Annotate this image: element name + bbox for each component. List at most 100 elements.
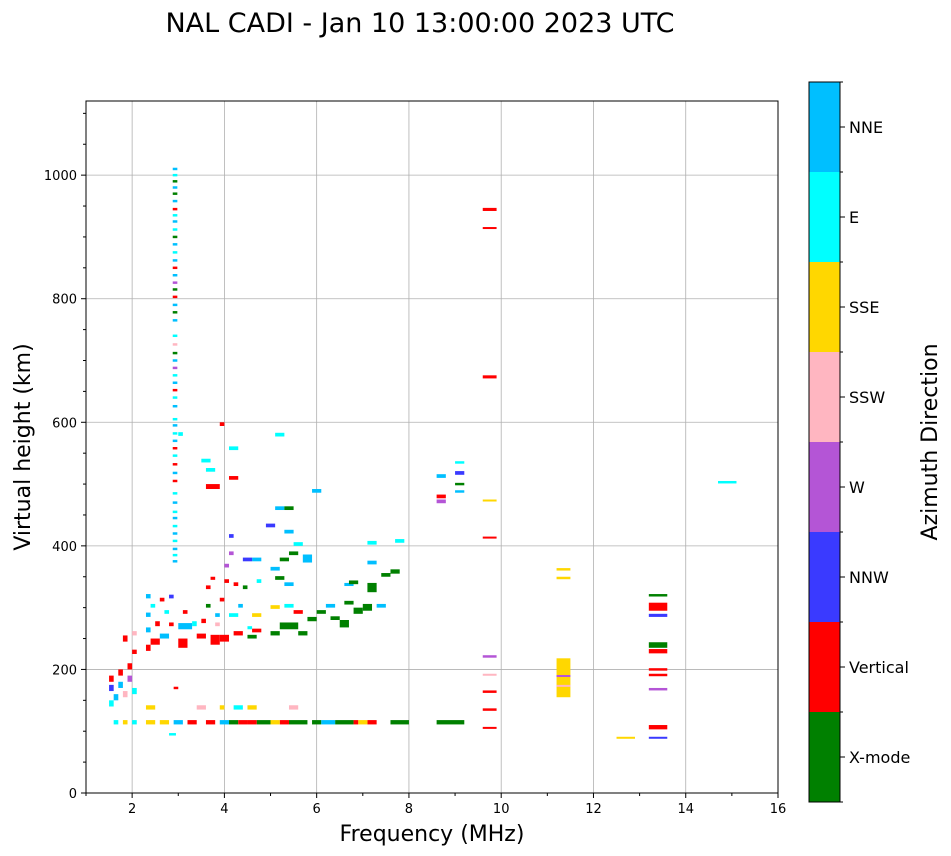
colorbar-label: W [849, 478, 865, 497]
echo-mark-72 [219, 597, 225, 602]
column-echo-mark-50 [172, 560, 178, 563]
echo-mark-126 [229, 476, 239, 480]
echo-mark-44 [127, 663, 133, 670]
y-tick-label: 600 [52, 416, 77, 431]
echo-mark-96 [339, 620, 349, 628]
echo-mark-121 [312, 489, 322, 493]
colorbar-swatch-nnw [809, 532, 840, 622]
echo-mark-148 [482, 690, 497, 693]
echo-mark-41 [118, 669, 123, 676]
echo-mark-84 [247, 634, 257, 639]
colorbar-label: SSW [849, 388, 885, 407]
x-tick-label: 12 [585, 802, 602, 817]
y-axis-label: Virtual height (km) [11, 343, 36, 550]
echo-mark-136 [436, 499, 446, 504]
echo-mark-112 [288, 551, 299, 556]
echo-mark-26 [648, 736, 668, 739]
echo-mark-140 [455, 490, 465, 493]
column-echo-mark-21 [172, 319, 178, 322]
echo-mark-129 [178, 432, 183, 436]
echo-mark-5 [256, 720, 271, 725]
echo-mark-31 [219, 705, 225, 710]
colorbar-label: Vertical [849, 658, 909, 677]
echo-mark-131 [229, 551, 234, 556]
echo-mark-132 [224, 563, 230, 568]
echo-mark-1 [390, 720, 409, 725]
echo-mark-16 [205, 720, 216, 725]
echo-mark-144 [482, 499, 497, 502]
echo-mark-42 [122, 691, 128, 698]
echo-mark-122 [275, 432, 285, 437]
echo-mark-36 [109, 700, 114, 707]
echo-mark-89 [307, 616, 317, 622]
echo-mark-160 [648, 668, 668, 671]
echo-mark-99 [362, 603, 373, 611]
echo-mark-145 [482, 536, 497, 539]
x-tick-label: 14 [677, 802, 694, 817]
echo-mark-155 [648, 594, 668, 597]
echo-mark-102 [381, 573, 391, 577]
echo-mark-68 [210, 634, 220, 645]
echo-mark-157 [648, 613, 668, 617]
column-echo-mark-4 [172, 192, 178, 195]
echo-mark-124 [205, 468, 216, 472]
echo-mark-23 [113, 720, 119, 725]
echo-mark-38 [109, 684, 114, 692]
echo-mark-108 [395, 539, 405, 543]
echo-mark-64 [192, 621, 197, 627]
echo-mark-71 [215, 613, 220, 617]
column-echo-mark-14 [172, 266, 178, 270]
echo-mark-127 [229, 446, 239, 451]
echo-mark-105 [348, 580, 359, 585]
column-echo-mark-42 [172, 501, 178, 504]
echo-mark-10 [321, 720, 336, 725]
echo-mark-142 [482, 227, 497, 230]
x-tick-label: 6 [313, 802, 321, 817]
echo-mark-74 [210, 576, 216, 580]
column-echo-mark-27 [172, 374, 178, 377]
echo-mark-78 [233, 631, 243, 636]
echo-mark-163 [718, 480, 737, 484]
echo-mark-49 [145, 644, 151, 651]
echo-mark-2 [335, 720, 354, 725]
echo-mark-13 [247, 720, 257, 725]
x-tick-label: 2 [128, 802, 136, 817]
echo-mark-66 [201, 618, 206, 624]
echo-mark-76 [233, 582, 239, 587]
echo-marks [109, 167, 737, 739]
column-echo-mark-5 [172, 199, 178, 203]
echo-mark-29 [145, 705, 156, 710]
echo-mark-85 [252, 628, 262, 633]
echo-mark-117 [275, 506, 285, 511]
echo-mark-114 [252, 557, 262, 562]
echo-mark-47 [132, 649, 137, 654]
echo-mark-52 [145, 627, 151, 633]
echo-mark-143 [482, 375, 497, 379]
echo-mark-146 [482, 655, 497, 658]
echo-mark-70 [215, 622, 220, 627]
echo-mark-153 [556, 576, 571, 580]
echo-mark-9 [353, 720, 359, 725]
echo-mark-130 [229, 534, 234, 538]
echo-mark-86 [270, 631, 280, 636]
colorbar-swatch-x-mode [809, 712, 840, 802]
echo-mark-162 [648, 687, 668, 691]
column-echo-mark-44 [172, 516, 178, 520]
echo-mark-103 [390, 569, 400, 574]
column-echo-mark-37 [172, 454, 178, 457]
column-echo-mark-22 [172, 334, 178, 338]
echo-mark-95 [330, 616, 340, 620]
echo-mark-161 [648, 673, 668, 677]
column-echo-mark-29 [172, 388, 178, 392]
echo-mark-113 [302, 554, 313, 563]
y-tick-label: 200 [52, 663, 77, 678]
echo-mark-91 [284, 603, 294, 608]
colorbar-swatch-ssw [809, 352, 840, 442]
colorbar-label: SSE [849, 298, 879, 317]
echo-mark-22 [122, 720, 128, 725]
column-echo-mark-36 [172, 447, 178, 450]
echo-mark-65 [196, 633, 206, 639]
echo-mark-59 [169, 622, 174, 627]
colorbar: X-mode Vertical NNW W SSW SSE E NNE [808, 81, 910, 803]
echo-mark-8 [358, 720, 368, 725]
